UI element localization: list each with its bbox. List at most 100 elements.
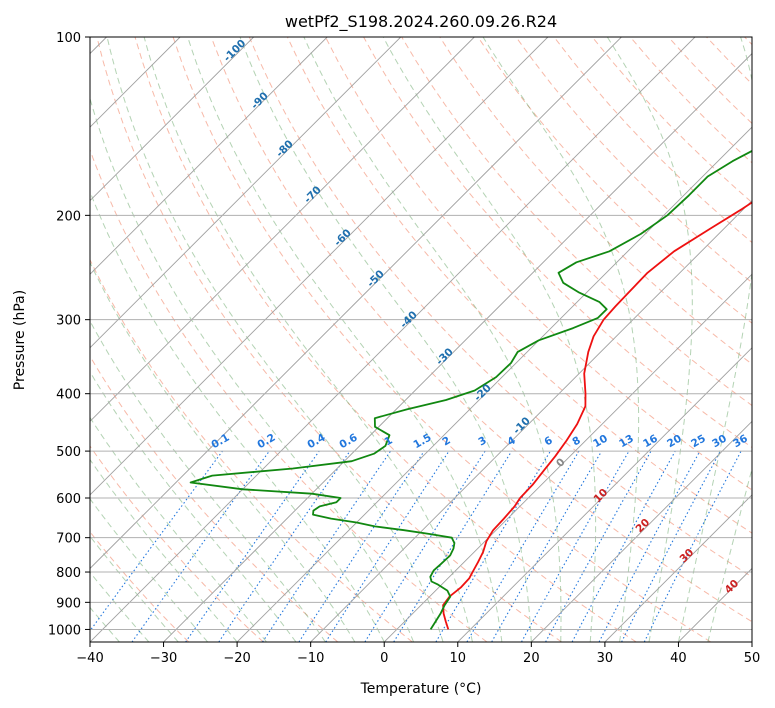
isotherm-line [383, 273, 752, 642]
dry-adiabat-line [90, 531, 190, 642]
x-tick-label: 0 [380, 651, 388, 666]
moist-adiabat-line [143, 37, 473, 642]
moist-adiabat-line [187, 37, 503, 642]
isotherm-line [751, 641, 752, 642]
x-tick-label: 20 [523, 651, 540, 666]
dry-adiabat-line [706, 37, 752, 85]
isotherm-line [604, 494, 752, 642]
y-tick-label: 500 [56, 445, 81, 460]
dry-adiabat-line [629, 37, 752, 164]
dry-adiabat-line [96, 37, 562, 642]
moist-adiabat-line [90, 96, 415, 642]
dry-adiabat-line [210, 37, 752, 623]
dry-adiabat-line [134, 37, 637, 642]
mixing-ratio-label: 10 [591, 433, 610, 451]
mixing-ratio-line [466, 450, 580, 642]
y-tick-label: 800 [56, 566, 81, 581]
isotherm-label: -40 [398, 309, 420, 331]
isotherm-line [310, 200, 752, 642]
mixing-ratio-label: 6 [542, 434, 554, 448]
y-tick-label: 100 [56, 31, 81, 46]
mixing-ratio-label: 0.1 [209, 432, 231, 452]
y-tick-label: 900 [56, 596, 81, 611]
y-tick-label: 200 [56, 209, 81, 224]
isotherm-label: -70 [302, 184, 324, 206]
moist-adiabat-line [90, 535, 179, 642]
mixing-ratio-label: 20 [665, 433, 684, 451]
moist-adiabat-line [90, 190, 385, 642]
moist-adiabat-line [707, 467, 752, 642]
y-tick-label: 1000 [48, 623, 81, 638]
dry-adiabat-line [515, 37, 752, 284]
isotherm-line [90, 37, 328, 275]
mixing-ratio-line [364, 450, 486, 642]
isotherm-line [90, 37, 254, 202]
isotherm-line [90, 37, 622, 570]
x-axis: −40 −30 −20 −10 0 10 20 30 40 50 [76, 642, 760, 666]
dry-adiabat-line [90, 148, 488, 642]
mixing-ratio-line [571, 450, 676, 642]
mixing-ratio-label: 36 [731, 433, 750, 451]
y-tick-label: 400 [56, 388, 81, 403]
moist-adiabat-line [106, 37, 444, 642]
x-tick-label: −40 [76, 651, 103, 666]
moist-adiabat-line [606, 37, 693, 642]
x-axis-label: Temperature (°C) [360, 681, 482, 697]
y-tick-label: 600 [56, 492, 81, 507]
mixing-ratio-line [185, 450, 320, 642]
isotherm-label: -10 [511, 415, 533, 437]
x-tick-label: 30 [597, 651, 614, 666]
moist-adiabat-line [90, 370, 297, 642]
mixing-ratio-line [262, 450, 391, 642]
isotherm-line [90, 37, 475, 422]
moist-adiabat-line [90, 416, 267, 642]
moist-adiabat-label: 40 [722, 577, 741, 596]
isotherm-label: -80 [274, 138, 296, 160]
mixing-ratio-line [598, 450, 701, 642]
moist-adiabat-line [677, 37, 752, 642]
y-tick-label: 300 [56, 314, 81, 329]
mixing-ratio-label: 0.6 [337, 432, 359, 452]
x-tick-label: 50 [744, 651, 761, 666]
dry-adiabat-line [325, 37, 752, 491]
dry-adiabat-line [172, 37, 712, 642]
isotherm-line [236, 126, 752, 642]
mixing-ratio-label: 3 [476, 434, 488, 448]
temperature-profile-line [442, 201, 752, 630]
dry-adiabat-line [90, 445, 264, 642]
moist-adiabat-label: 30 [677, 546, 696, 565]
moist-adiabat-line [382, 37, 597, 642]
y-tick-label: 700 [56, 532, 81, 547]
moist-adiabat-line [482, 37, 640, 642]
isotherm-line [678, 567, 752, 642]
moist-adiabat-line [90, 497, 209, 642]
mixing-ratio-line [393, 450, 513, 642]
mixing-ratio-line [131, 450, 270, 642]
mixing-ratio-line [521, 450, 630, 642]
mixing-ratio-label: 0.2 [255, 432, 277, 452]
moist-adiabat-line [239, 37, 532, 642]
dry-adiabat-line [248, 37, 752, 578]
x-tick-label: 10 [450, 651, 467, 666]
mixing-ratio-line [643, 450, 742, 642]
moist-adiabat-label: 10 [591, 486, 610, 505]
mixing-ratio-label: 8 [570, 434, 582, 448]
isotherm-line [90, 37, 549, 496]
mixing-ratio-line [218, 450, 351, 642]
moist-adiabat-line [90, 261, 356, 642]
x-tick-label: −30 [150, 651, 177, 666]
moist-adiabat-label: 0 [554, 456, 568, 470]
y-axis-label: Pressure (hPa) [12, 290, 28, 390]
dry-adiabat-line [439, 37, 752, 365]
moist-adiabat-label: 20 [633, 516, 652, 535]
isotherm-line [457, 347, 752, 642]
isotherm-label: -60 [332, 227, 354, 249]
dry-adiabat-line [744, 37, 752, 46]
mixing-ratio-label: 13 [617, 433, 636, 451]
mixing-ratio-line [90, 450, 223, 632]
isotherm-label: -50 [365, 268, 387, 290]
isotherm-line [90, 37, 402, 349]
moist-adiabat-line [90, 320, 326, 642]
moist-adiabat-line [303, 37, 562, 642]
mixing-ratio-line [545, 450, 652, 642]
